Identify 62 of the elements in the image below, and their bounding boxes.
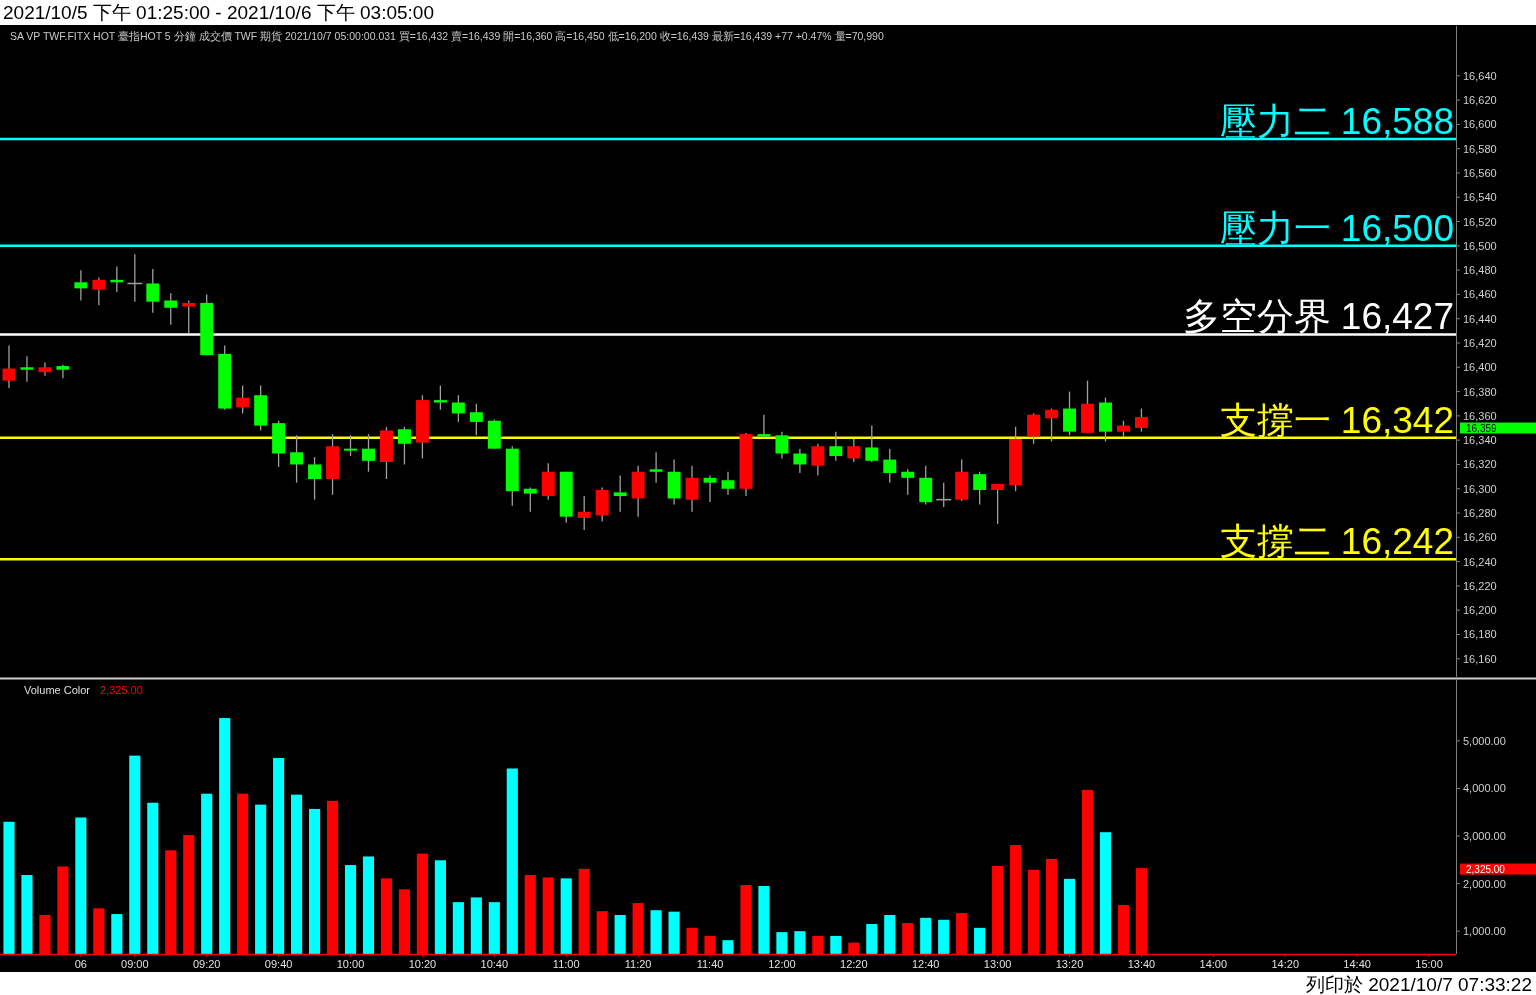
x-tick-label: 12:40 (911, 958, 940, 970)
y-tick-label: 2,000.00 (1463, 877, 1506, 890)
y-tick-label: 16,440 (1463, 312, 1497, 325)
y-tick-label: 16,240 (1463, 555, 1497, 568)
x-tick-label: 15:00 (1415, 958, 1443, 970)
y-tick-label: 4,000.00 (1463, 782, 1506, 795)
y-tick-label: 1,000.00 (1463, 925, 1506, 938)
y-tick-label: 16,500 (1463, 239, 1497, 252)
x-tick-label: 09:20 (192, 958, 221, 970)
x-tick-label: 09:40 (264, 958, 293, 970)
y-tick-label: 16,340 (1463, 434, 1497, 447)
y-tick-label: 16,480 (1463, 264, 1497, 277)
y-tick-label: 16,180 (1463, 628, 1497, 641)
x-tick-label: 09:00 (121, 958, 149, 970)
ref-line-label: 壓力一 16,500 (1219, 207, 1454, 249)
y-tick-label: 16,420 (1463, 337, 1497, 349)
ref-line-label: 支撐一 16,342 (1219, 399, 1454, 441)
x-tick-label: 14:40 (1343, 958, 1371, 970)
ref-line-label: 壓力二 16,588 (1219, 100, 1454, 142)
x-tick-label: 12:20 (840, 958, 868, 970)
annotation: SA VP TWF.FITX HOT 臺指HOT 5 分鐘 成交價 TWF 期貨 2021/10/7 05:00:00.031 買=16,432 賣=16,439 開=16,360 高=16,450 低=16,200 收=16,439 最新=16,439 +77 +0.47% 量=70,990 (10, 30, 884, 42)
text: 16,359 (1466, 422, 1498, 434)
chart-title: 2021/10/5 下午 01:25:00 - 2021/10/6 下午 03:05:00 (3, 2, 434, 23)
x-tick-label: 12:00 (768, 958, 796, 970)
y-tick-label: 16,220 (1463, 579, 1497, 592)
y-tick-label: 16,620 (1463, 94, 1497, 107)
x-tick-label: 06 (74, 958, 88, 970)
y-tick-label: 16,200 (1463, 604, 1497, 617)
x-tick-label: 14:20 (1271, 958, 1299, 970)
y-tick-label: 16,600 (1463, 118, 1497, 131)
y-tick-label: 16,280 (1463, 507, 1497, 520)
y-tick-label: 16,380 (1463, 385, 1497, 398)
y-tick-label: 16,520 (1463, 215, 1497, 228)
y-tick-label: 16,320 (1463, 458, 1497, 471)
y-tick-label: 16,540 (1463, 191, 1497, 204)
text: 2,325.00 (1466, 864, 1506, 876)
y-tick-label: 16,640 (1463, 69, 1497, 82)
y-tick-label: 16,460 (1463, 288, 1497, 301)
x-tick-label: 10:20 (408, 958, 437, 970)
y-tick-label: 5,000.00 (1463, 734, 1506, 747)
y-tick-label: 16,300 (1463, 482, 1497, 495)
y-tick-label: 16,160 (1463, 652, 1497, 665)
x-tick-label: 13:40 (1127, 958, 1156, 970)
y-tick-label: 16,360 (1463, 409, 1497, 422)
y-tick-label: 16,400 (1463, 361, 1497, 374)
ref-line-label: 多空分界 16,427 (1182, 296, 1454, 338)
x-tick-label: 10:40 (480, 958, 509, 970)
annotation: 2,325.00 (100, 684, 143, 696)
text: 列印於 2021/10/7 07:33:22 (1305, 974, 1532, 995)
x-tick-label: 13:00 (983, 958, 1012, 970)
y-tick-label: 16,560 (1463, 166, 1497, 179)
x-tick-label: 11:20 (624, 958, 652, 970)
x-tick-label: 11:40 (696, 958, 724, 970)
y-tick-label: 16,580 (1463, 142, 1497, 155)
ref-line-label: 支撐二 16,242 (1219, 521, 1454, 563)
y-tick-label: 3,000.00 (1463, 830, 1506, 843)
x-tick-label: 11:00 (552, 958, 580, 970)
y-tick-label: 16,260 (1463, 531, 1497, 544)
x-tick-label: 14:00 (1199, 958, 1228, 970)
chart-title: Volume Color (24, 684, 91, 696)
x-tick-label: 10:00 (336, 958, 365, 970)
x-tick-label: 13:20 (1055, 958, 1084, 970)
